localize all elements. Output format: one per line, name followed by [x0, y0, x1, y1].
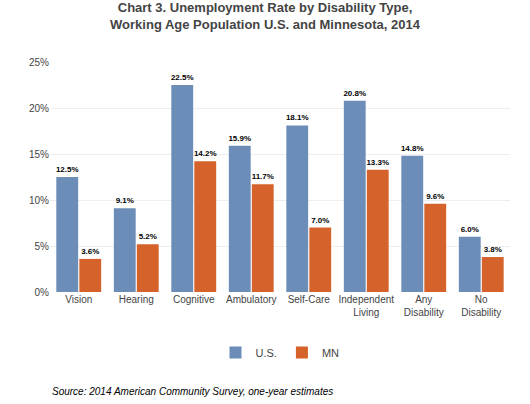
svg-text:13.3%: 13.3%	[366, 158, 389, 167]
svg-text:Ambulatory: Ambulatory	[226, 294, 277, 305]
svg-text:0%: 0%	[35, 287, 50, 298]
svg-text:9.6%: 9.6%	[426, 192, 444, 201]
svg-text:Vision: Vision	[65, 294, 92, 305]
svg-text:25%: 25%	[29, 57, 49, 68]
svg-text:3.8%: 3.8%	[484, 245, 502, 254]
svg-text:U.S.: U.S.	[256, 347, 277, 359]
svg-text:Hearing: Hearing	[119, 294, 154, 305]
svg-text:9.1%: 9.1%	[116, 196, 134, 205]
svg-text:15.9%: 15.9%	[228, 134, 251, 143]
svg-text:22.5%: 22.5%	[171, 73, 194, 82]
svg-text:Source: 2014 American Communit: Source: 2014 American Community Survey, …	[52, 386, 333, 397]
svg-text:18.1%: 18.1%	[286, 113, 309, 122]
svg-text:AnyDisability: AnyDisability	[404, 294, 444, 318]
svg-text:14.8%: 14.8%	[401, 144, 424, 153]
svg-text:11.7%: 11.7%	[252, 172, 274, 181]
svg-text:Cognitive: Cognitive	[173, 294, 215, 305]
svg-text:7.0%: 7.0%	[311, 216, 329, 225]
svg-text:14.2%: 14.2%	[194, 149, 217, 158]
svg-text:Chart 3. Unemployment Rate by: Chart 3. Unemployment Rate by Disability…	[110, 0, 421, 32]
svg-text:6.0%: 6.0%	[461, 225, 479, 234]
svg-text:3.6%: 3.6%	[81, 247, 99, 256]
svg-text:Self-Care: Self-Care	[288, 294, 331, 305]
svg-text:12.5%: 12.5%	[56, 165, 79, 174]
svg-text:5%: 5%	[35, 241, 50, 252]
svg-text:15%: 15%	[29, 149, 49, 160]
svg-text:MN: MN	[322, 347, 339, 359]
svg-text:20.8%: 20.8%	[343, 89, 366, 98]
svg-text:NoDisability: NoDisability	[461, 294, 501, 318]
svg-text:IndependentLiving: IndependentLiving	[338, 294, 394, 318]
svg-text:5.2%: 5.2%	[139, 232, 157, 241]
svg-text:20%: 20%	[29, 103, 49, 114]
svg-text:10%: 10%	[29, 195, 49, 206]
